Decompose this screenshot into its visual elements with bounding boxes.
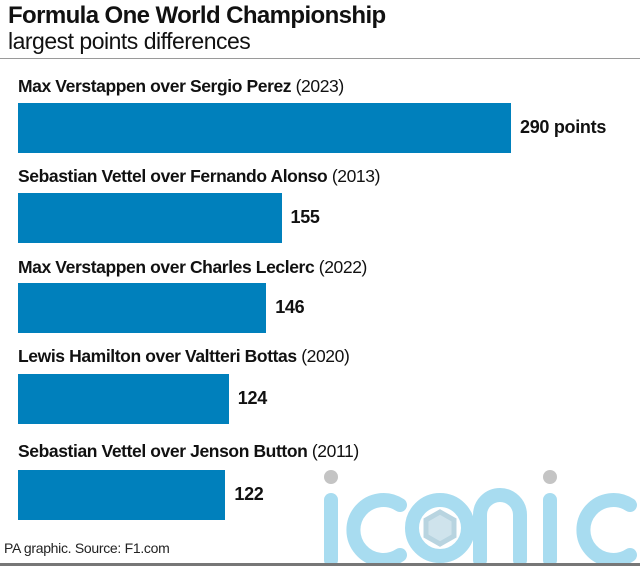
category-year: (2013) (331, 166, 381, 186)
category-label: Sebastian Vettel over Jenson Button (201… (18, 441, 359, 462)
category-name: Sebastian Vettel over Jenson Button (18, 441, 308, 461)
watermark-dot (543, 470, 557, 484)
watermark-letters (324, 488, 637, 566)
category-label: Lewis Hamilton over Valtteri Bottas (202… (18, 346, 350, 367)
category-year: (2023) (295, 76, 345, 96)
category-year: (2022) (318, 257, 368, 277)
category-year: (2011) (311, 441, 359, 461)
category-name: Sebastian Vettel over Fernando Alonso (18, 166, 328, 186)
category-name: Lewis Hamilton over Valtteri Bottas (18, 346, 297, 366)
watermark-dot (324, 470, 338, 484)
bar (18, 193, 282, 243)
bar (18, 103, 511, 153)
category-name: Max Verstappen over Sergio Perez (18, 76, 292, 96)
value-label: 155 (290, 207, 320, 227)
category-label: Sebastian Vettel over Fernando Alonso (2… (18, 166, 380, 187)
source-note: PA graphic. Source: F1.com (4, 540, 170, 556)
value-label: 290 points (520, 117, 607, 137)
bar (18, 374, 229, 424)
footer-divider (0, 563, 640, 566)
chart-subtitle: largest points differences (8, 28, 251, 54)
value-label: 122 (234, 484, 264, 504)
value-label: 124 (237, 388, 267, 408)
category-name: Max Verstappen over Charles Leclerc (18, 257, 315, 277)
category-label: Max Verstappen over Charles Leclerc (202… (18, 257, 367, 278)
value-label: 146 (275, 297, 305, 317)
category-label: Max Verstappen over Sergio Perez (2023) (18, 76, 344, 97)
chart-title: Formula One World Championship (8, 2, 386, 29)
bar (18, 470, 226, 520)
bar (18, 283, 267, 333)
header-divider (0, 58, 640, 59)
category-year: (2020) (301, 346, 350, 366)
